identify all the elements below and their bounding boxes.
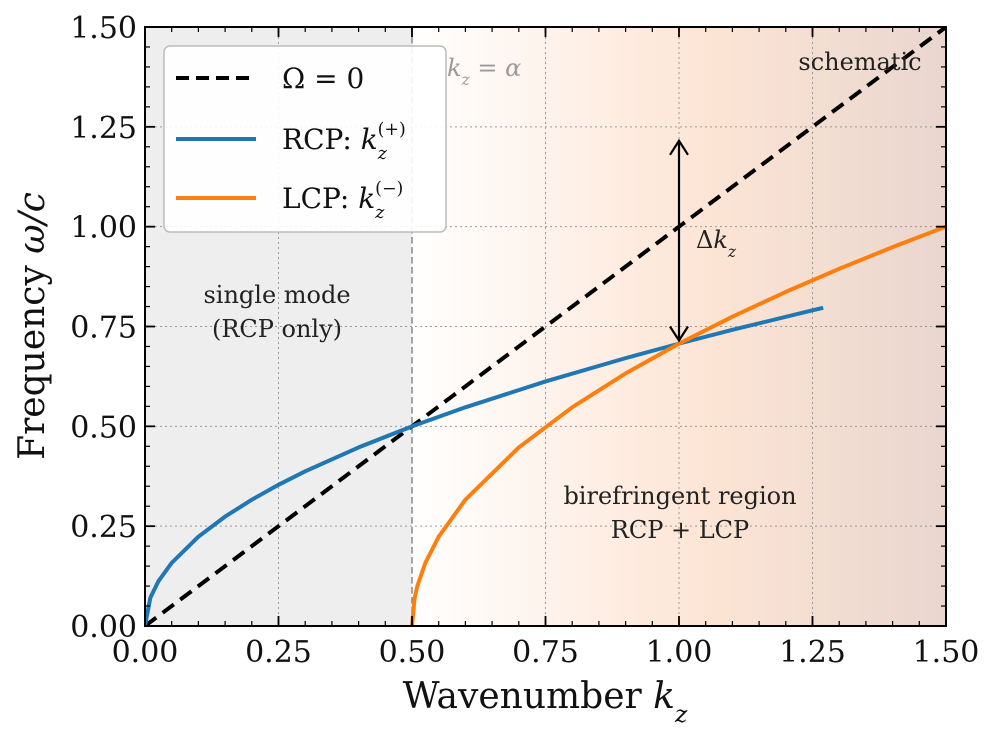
y-tick-label: 0.50 <box>70 410 137 445</box>
y-axis-title: Frequency ω/c <box>12 192 53 460</box>
x-tick-label: 1.50 <box>913 635 980 670</box>
series-line-2 <box>410 224 946 626</box>
y-tick-label: 1.50 <box>70 11 137 46</box>
series-line-0 <box>145 27 946 626</box>
y-tick-label: 0.00 <box>70 610 137 645</box>
legend-label-lcp: LCP: k(−) z <box>282 179 403 223</box>
single-mode-label: single mode <box>203 281 350 309</box>
x-axis-title: Wavenumber kz <box>403 676 688 728</box>
series-group <box>145 27 946 626</box>
birefringent-label: birefringent region <box>563 482 796 510</box>
arrow-head-bottom <box>669 325 689 343</box>
legend-box <box>163 45 447 233</box>
x-tick-label: 1.00 <box>646 635 713 670</box>
x-tick-label: 0.50 <box>379 635 446 670</box>
x-tick-label: 1.25 <box>779 635 846 670</box>
single-mode-label-2: (RCP only) <box>212 315 342 343</box>
y-tick-label: 0.25 <box>70 510 137 545</box>
delta-kz-arrow <box>669 138 689 343</box>
legend: Ω = 0 RCP: k(+) z LCP: k(−) z <box>163 45 447 233</box>
legend-label-rcp: RCP: k(+) z <box>282 120 406 164</box>
x-tick-label: 0.25 <box>245 635 312 670</box>
x-tick-label: 0.75 <box>512 635 579 670</box>
y-tick-label: 1.00 <box>70 211 137 246</box>
birefringent-label-2: RCP + LCP <box>611 516 749 544</box>
arrow-head-top <box>669 138 689 156</box>
delta-kz-label: Δkz <box>696 226 737 261</box>
x-tick-label: 0.00 <box>112 635 179 670</box>
ticks: 0.00 0.25 0.50 0.75 1.00 1.25 1.50 0.00 0.25 0.50… <box>70 11 979 670</box>
y-tick-label: 1.25 <box>70 111 137 146</box>
y-tick-label: 0.75 <box>70 311 137 346</box>
schematic-label: schematic <box>798 48 921 76</box>
legend-label-omega: Ω = 0 <box>282 62 364 95</box>
kz-alpha-label: kz = α <box>447 54 521 89</box>
